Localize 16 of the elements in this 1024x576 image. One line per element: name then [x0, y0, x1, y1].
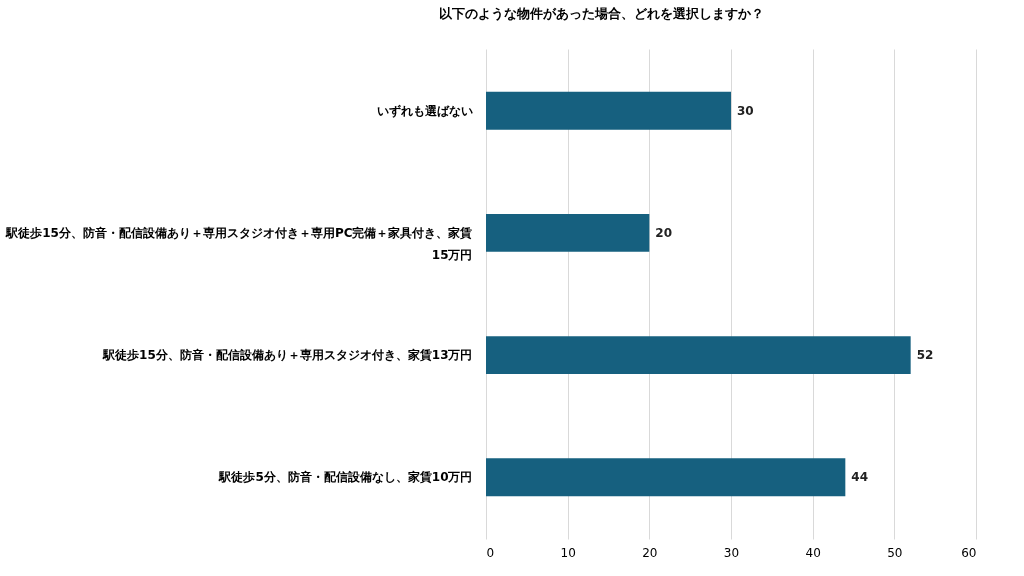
- y-tick-label: 駅徒歩15分、防音・配信設備あり＋専用スタジオ付き＋専用PC完備＋家具付き、家賃15万円: [5, 225, 473, 262]
- data-label: 52: [916, 348, 934, 363]
- data-label: 30: [737, 103, 754, 118]
- y-tick-label: 駅徒歩5分、防音・配信設備なし、家賃10万円: [218, 470, 473, 485]
- chart-title: 以下のような物件があった場合、どれを選択しますか？: [438, 6, 764, 21]
- y-tick-label: いずれも選ばない: [376, 103, 473, 118]
- y-tick-label: 駅徒歩15分、防音・配信設備あり＋専用スタジオ付き、家賃13万円: [102, 348, 473, 363]
- x-tick-label: 10: [560, 545, 576, 560]
- data-label: 44: [851, 470, 869, 485]
- data-label: 20: [655, 225, 673, 240]
- x-tick-label: 20: [642, 545, 658, 560]
- x-tick-label: 60: [961, 545, 977, 560]
- x-tick-label: 30: [723, 545, 740, 560]
- x-tick-label: 40: [805, 545, 821, 560]
- x-tick-label: 0: [486, 545, 495, 560]
- x-tick-label: 50: [887, 545, 903, 560]
